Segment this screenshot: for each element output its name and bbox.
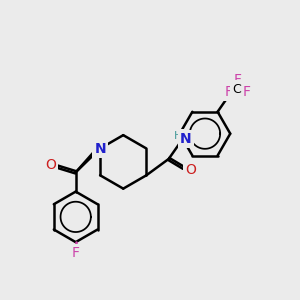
Text: C: C — [232, 82, 241, 96]
Text: F: F — [225, 85, 233, 99]
Text: O: O — [45, 158, 56, 172]
Text: N: N — [180, 132, 191, 146]
Text: N: N — [94, 142, 106, 155]
Text: H: H — [173, 131, 182, 141]
Text: F: F — [243, 85, 250, 99]
Text: O: O — [186, 163, 196, 177]
Text: N: N — [94, 139, 105, 152]
Text: F: F — [72, 246, 80, 260]
Text: F: F — [234, 73, 242, 87]
